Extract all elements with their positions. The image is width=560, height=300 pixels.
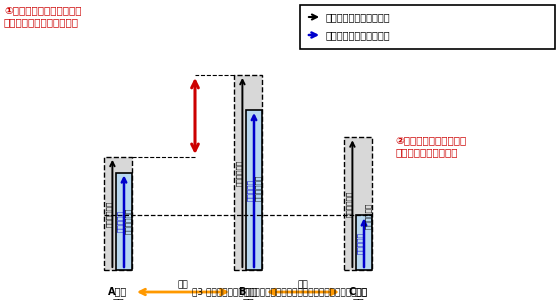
Text: ②連携時には低いレベル: ②連携時には低いレベル xyxy=(395,135,466,145)
Text: 必要なレベル: 必要なレベル xyxy=(346,190,352,217)
Bar xyxy=(116,172,132,270)
Bar xyxy=(246,110,262,270)
Text: ①分野毎に、必要とされる: ①分野毎に、必要とされる xyxy=(4,5,82,15)
Text: 実際の安心・安全レベル: 実際の安心・安全レベル xyxy=(326,30,391,40)
Text: 実際のレベル: 実際のレベル xyxy=(365,202,371,229)
Text: 連携: 連携 xyxy=(178,280,188,289)
Text: に合わせざるを得ない: に合わせざるを得ない xyxy=(395,147,458,157)
Text: 安心・安全: 安心・安全 xyxy=(357,232,363,254)
Text: 実際のレベル: 実際のレベル xyxy=(125,208,131,234)
Text: A分野
機器: A分野 機器 xyxy=(109,286,128,300)
Text: 安心・安全レベルが異なる: 安心・安全レベルが異なる xyxy=(4,17,79,27)
Bar xyxy=(344,137,372,270)
Text: B分野
機器: B分野 機器 xyxy=(239,286,258,300)
Text: 安心・安全: 安心・安全 xyxy=(116,210,123,232)
Text: C分野
機器: C分野 機器 xyxy=(348,286,367,300)
Bar xyxy=(356,215,372,270)
Bar xyxy=(234,75,262,270)
Text: 連携: 連携 xyxy=(297,280,309,289)
Text: 実際のレベル: 実際のレベル xyxy=(255,175,262,201)
Bar xyxy=(300,5,555,49)
Text: 必要なレベル: 必要なレベル xyxy=(236,159,242,186)
Text: 安心・安全: 安心・安全 xyxy=(247,179,253,201)
Text: 図3 それぞれの業界や企業のセキュリティ対策と実施レベルに差がある: 図3 それぞれの業界や企業のセキュリティ対策と実施レベルに差がある xyxy=(193,287,367,296)
Bar xyxy=(104,157,132,270)
Text: 必要な安心・安全レベル: 必要な安心・安全レベル xyxy=(326,12,391,22)
Text: 必要なレベル: 必要なレベル xyxy=(106,200,113,226)
